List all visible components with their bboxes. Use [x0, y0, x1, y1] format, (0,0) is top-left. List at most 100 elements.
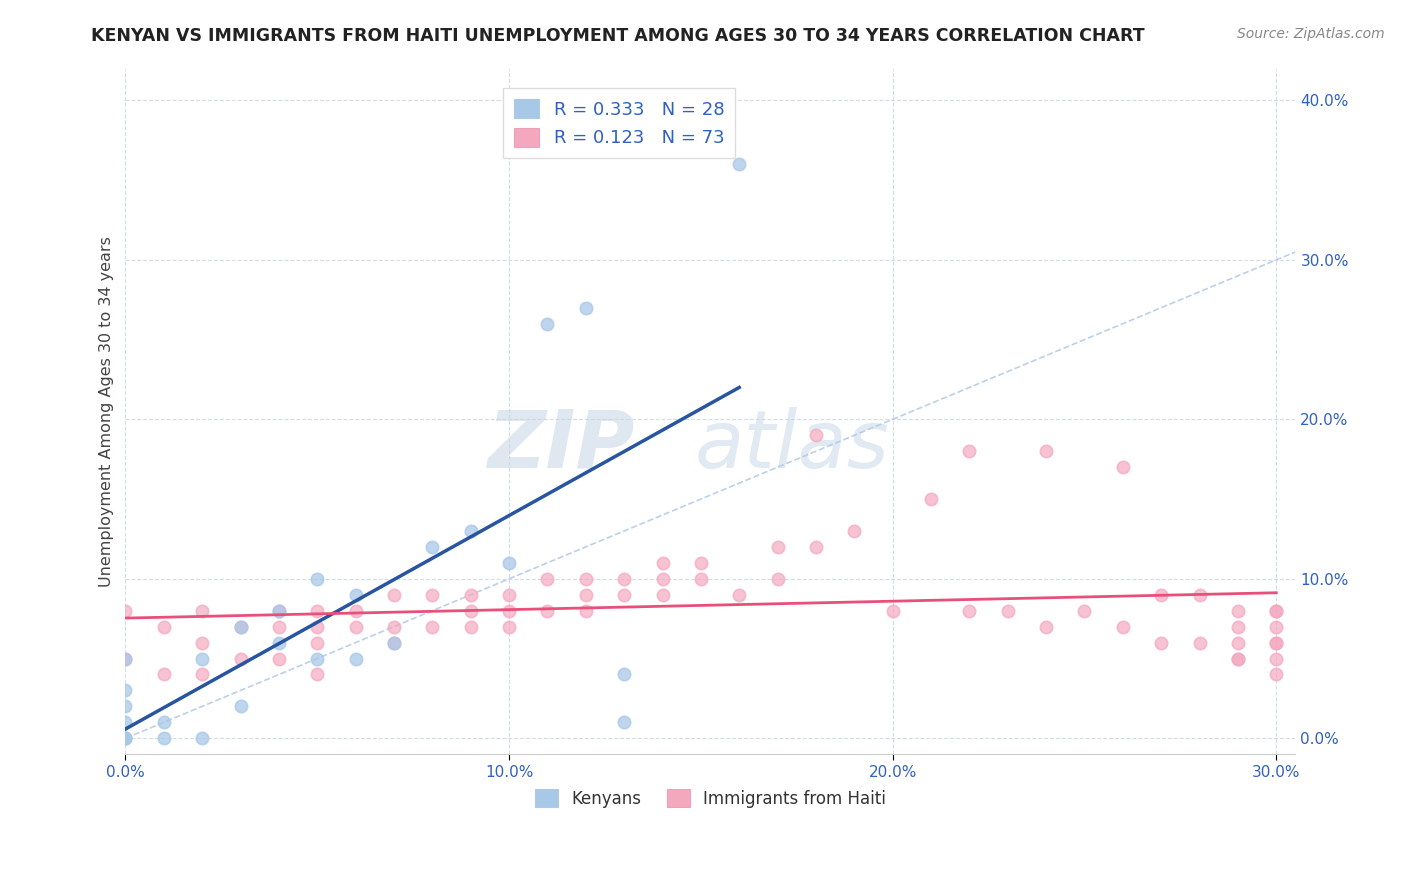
Immigrants from Haiti — [920, 491, 942, 506]
Kenyans — [422, 540, 444, 554]
Immigrants from Haiti — [613, 572, 636, 586]
Immigrants from Haiti — [1150, 588, 1173, 602]
Immigrants from Haiti — [191, 604, 214, 618]
Immigrants from Haiti — [191, 635, 214, 649]
Immigrants from Haiti — [382, 620, 405, 634]
Text: ZIP: ZIP — [486, 407, 634, 484]
Immigrants from Haiti — [267, 620, 290, 634]
Kenyans — [153, 715, 176, 730]
Immigrants from Haiti — [651, 572, 673, 586]
Immigrants from Haiti — [1265, 667, 1288, 681]
Immigrants from Haiti — [1112, 460, 1135, 475]
Immigrants from Haiti — [153, 620, 176, 634]
Kenyans — [114, 651, 136, 665]
Immigrants from Haiti — [575, 604, 598, 618]
Text: Source: ZipAtlas.com: Source: ZipAtlas.com — [1237, 27, 1385, 41]
Text: atlas: atlas — [695, 407, 890, 484]
Kenyans — [728, 157, 751, 171]
Kenyans — [114, 683, 136, 698]
Immigrants from Haiti — [460, 620, 482, 634]
Immigrants from Haiti — [1226, 651, 1249, 665]
Immigrants from Haiti — [1265, 604, 1288, 618]
Immigrants from Haiti — [498, 604, 520, 618]
Kenyans — [153, 731, 176, 746]
Immigrants from Haiti — [1226, 604, 1249, 618]
Kenyans — [267, 604, 290, 618]
Immigrants from Haiti — [344, 620, 367, 634]
Immigrants from Haiti — [498, 588, 520, 602]
Kenyans — [114, 715, 136, 730]
Immigrants from Haiti — [422, 588, 444, 602]
Immigrants from Haiti — [498, 620, 520, 634]
Immigrants from Haiti — [114, 604, 136, 618]
Immigrants from Haiti — [1188, 588, 1211, 602]
Immigrants from Haiti — [267, 604, 290, 618]
Immigrants from Haiti — [1035, 620, 1057, 634]
Kenyans — [114, 699, 136, 714]
Kenyans — [613, 667, 636, 681]
Immigrants from Haiti — [1226, 651, 1249, 665]
Immigrants from Haiti — [1265, 635, 1288, 649]
Immigrants from Haiti — [957, 444, 980, 458]
Kenyans — [191, 731, 214, 746]
Immigrants from Haiti — [844, 524, 866, 538]
Immigrants from Haiti — [1265, 604, 1288, 618]
Kenyans — [344, 651, 367, 665]
Text: KENYAN VS IMMIGRANTS FROM HAITI UNEMPLOYMENT AMONG AGES 30 TO 34 YEARS CORRELATI: KENYAN VS IMMIGRANTS FROM HAITI UNEMPLOY… — [91, 27, 1144, 45]
Immigrants from Haiti — [575, 572, 598, 586]
Immigrants from Haiti — [1265, 620, 1288, 634]
Kenyans — [114, 731, 136, 746]
Kenyans — [191, 651, 214, 665]
Immigrants from Haiti — [344, 604, 367, 618]
Immigrants from Haiti — [613, 588, 636, 602]
Immigrants from Haiti — [1073, 604, 1095, 618]
Immigrants from Haiti — [382, 588, 405, 602]
Immigrants from Haiti — [460, 588, 482, 602]
Kenyans — [267, 635, 290, 649]
Immigrants from Haiti — [307, 620, 329, 634]
Immigrants from Haiti — [307, 604, 329, 618]
Immigrants from Haiti — [229, 651, 252, 665]
Kenyans — [229, 699, 252, 714]
Immigrants from Haiti — [536, 572, 558, 586]
Immigrants from Haiti — [460, 604, 482, 618]
Immigrants from Haiti — [689, 556, 711, 570]
Kenyans — [613, 715, 636, 730]
Immigrants from Haiti — [1226, 635, 1249, 649]
Immigrants from Haiti — [575, 588, 598, 602]
Kenyans — [114, 731, 136, 746]
Immigrants from Haiti — [997, 604, 1019, 618]
Immigrants from Haiti — [1265, 635, 1288, 649]
Immigrants from Haiti — [267, 651, 290, 665]
Legend: Kenyans, Immigrants from Haiti: Kenyans, Immigrants from Haiti — [529, 782, 893, 814]
Immigrants from Haiti — [153, 667, 176, 681]
Immigrants from Haiti — [651, 556, 673, 570]
Kenyans — [344, 588, 367, 602]
Immigrants from Haiti — [728, 588, 751, 602]
Kenyans — [460, 524, 482, 538]
Immigrants from Haiti — [536, 604, 558, 618]
Kenyans — [307, 572, 329, 586]
Immigrants from Haiti — [229, 620, 252, 634]
Immigrants from Haiti — [804, 428, 827, 442]
Kenyans — [498, 556, 520, 570]
Immigrants from Haiti — [1265, 651, 1288, 665]
Immigrants from Haiti — [191, 667, 214, 681]
Immigrants from Haiti — [114, 651, 136, 665]
Immigrants from Haiti — [957, 604, 980, 618]
Immigrants from Haiti — [1035, 444, 1057, 458]
Kenyans — [382, 635, 405, 649]
Immigrants from Haiti — [1112, 620, 1135, 634]
Kenyans — [114, 731, 136, 746]
Immigrants from Haiti — [804, 540, 827, 554]
Immigrants from Haiti — [1150, 635, 1173, 649]
Immigrants from Haiti — [882, 604, 904, 618]
Y-axis label: Unemployment Among Ages 30 to 34 years: Unemployment Among Ages 30 to 34 years — [100, 235, 114, 587]
Immigrants from Haiti — [422, 620, 444, 634]
Immigrants from Haiti — [766, 572, 789, 586]
Immigrants from Haiti — [1226, 620, 1249, 634]
Kenyans — [229, 620, 252, 634]
Immigrants from Haiti — [1188, 635, 1211, 649]
Immigrants from Haiti — [382, 635, 405, 649]
Kenyans — [307, 651, 329, 665]
